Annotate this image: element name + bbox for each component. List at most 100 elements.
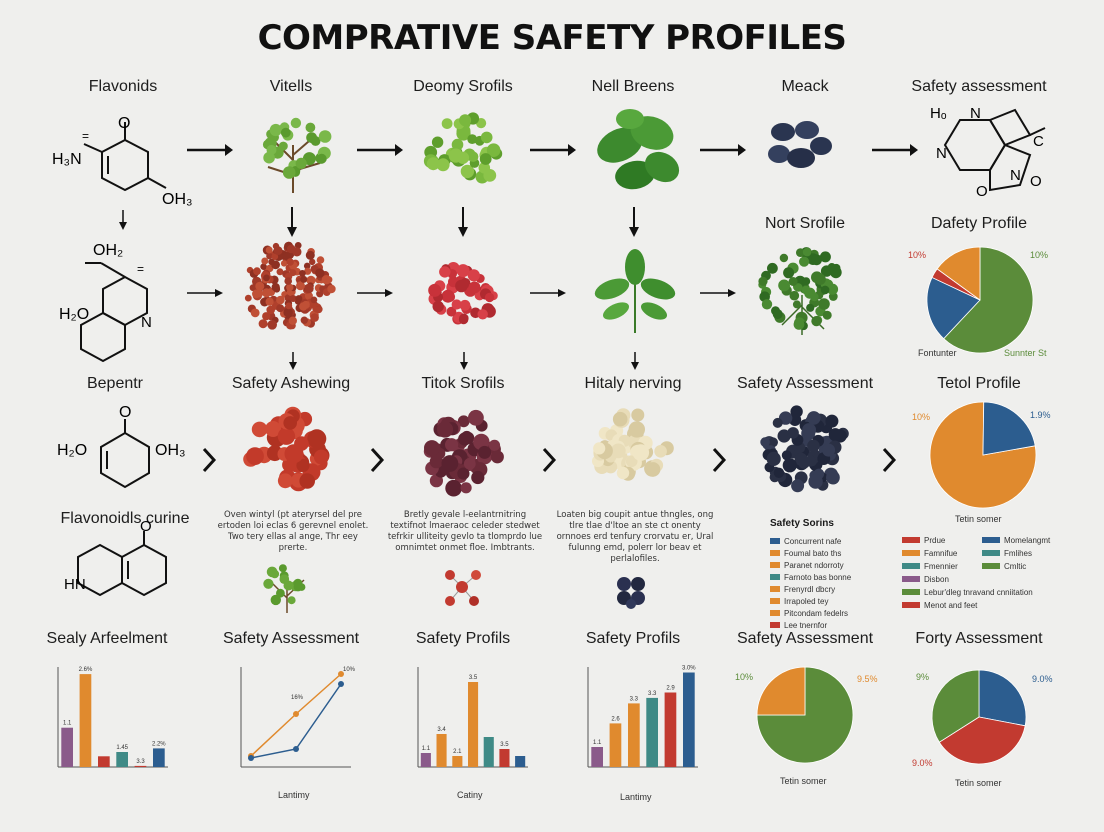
svg-text:OH₂: OH₂ <box>93 242 123 259</box>
chevron-right-icon <box>882 447 897 473</box>
arrow-right-icon <box>357 289 393 297</box>
pie6-label-right: 9.0% <box>1032 674 1053 684</box>
bar-data-label: 3.5 <box>469 675 478 681</box>
pie-slice <box>943 246 1034 354</box>
arrow-right-icon <box>530 144 576 156</box>
legend-swatch <box>902 537 920 543</box>
bar-chart-3: 1.1 3.4 2.1 3.5 3.5 <box>417 667 528 768</box>
legend-item: Prdue <box>902 534 982 546</box>
svg-text:N: N <box>970 105 981 122</box>
pie3-label-left: 10% <box>912 412 931 422</box>
paragraph-1: Oven wintyl (pt ateryrsel del pre ertode… <box>217 510 369 553</box>
pie5-label-left: 10% <box>735 672 754 682</box>
legend-item: Irrapoled tey <box>770 595 880 607</box>
legend-swatch <box>770 574 780 580</box>
line-point <box>293 746 299 752</box>
legend-text: Irrapoled tey <box>784 596 829 606</box>
legend-text: Lee tnernfor <box>784 620 828 630</box>
legend-swatch <box>770 562 780 568</box>
small-red-molecule-icon <box>445 570 481 606</box>
dark-beans-icon <box>768 121 832 168</box>
legend-text: Pitcondam fedelrs <box>784 608 849 618</box>
pie-chart-5 <box>756 666 854 764</box>
pie-slice <box>936 246 981 301</box>
line-point <box>338 671 344 677</box>
bar <box>452 756 463 767</box>
legend-swatch <box>982 563 1000 569</box>
legend-text: Disbon <box>924 574 949 584</box>
arrow-down-icon <box>287 207 297 237</box>
legend-swatch <box>770 622 780 628</box>
label-meack: Meack <box>781 78 829 95</box>
label-safety-assessment-top: Safety assessment <box>911 78 1047 95</box>
label-sealy-arfeelment: Sealy Arfeelment <box>46 630 168 647</box>
legend-text: Frenyrdl dbcry <box>784 584 836 594</box>
label-nort-srofile: Nort Srofile <box>764 215 846 232</box>
label-flavonids: Flavonids <box>88 78 158 95</box>
pie-slice <box>978 669 1027 727</box>
legend-item: Pitcondam fedelrs <box>770 607 880 619</box>
pie3-label-right: 1.9% <box>1030 410 1051 420</box>
arrow-right-icon <box>530 289 566 297</box>
bar-chart-4: 1.1 2.6 3.3 3.3 2.9 3.0% <box>587 666 698 768</box>
bar <box>683 672 695 767</box>
line-data-label: 10% <box>343 667 356 673</box>
bar-data-label: 1.45 <box>116 745 128 751</box>
paragraph-3: Loaten big coupit antue thngles, ong tlr… <box>556 510 714 564</box>
svg-text:N: N <box>1010 167 1021 184</box>
red-berries-icon <box>243 406 330 492</box>
pie2-label-right: 10% <box>1030 250 1049 260</box>
bar-data-label: 3.0% <box>682 666 696 672</box>
arrow-down-icon <box>631 352 639 370</box>
pie2-bottom-right: Sunnter St <box>1004 348 1047 358</box>
legend-text: Momelangmt <box>1004 535 1051 545</box>
chevron-right-icon <box>202 447 217 473</box>
arrow-down-icon <box>289 352 297 370</box>
legend-text: Lebur'dleg tnravand cnniitation <box>924 587 1033 597</box>
bar <box>609 723 622 767</box>
label-vitells: Vitells <box>269 78 313 95</box>
svg-text:H₂O: H₂O <box>59 306 89 323</box>
bar-data-label: 3.3 <box>136 759 145 765</box>
bar <box>483 737 494 767</box>
pie6-bottom: Tetin somer <box>955 778 1002 788</box>
label-safety-profils-c3: Safety Profils <box>415 630 511 647</box>
legend-title: Safety Sorins <box>770 518 834 529</box>
page-title: COMPRATIVE SAFETY PROFILES <box>257 18 847 58</box>
pie3-bottom: Tetin somer <box>955 514 1002 524</box>
label-safety-assessment-c2: Safety Assessment <box>222 630 360 647</box>
legend-item: Cmltic <box>982 560 1092 572</box>
label-deomy-srofils: Deomy Srofils <box>413 78 513 95</box>
legend-text: Prdue <box>924 535 946 545</box>
legend-item: Lebur'dleg tnravand cnniitation <box>902 586 1092 598</box>
legend-swatch <box>902 563 920 569</box>
label-hitaly-nerving: Hitaly nerving <box>584 375 682 392</box>
bar-data-label: 3.4 <box>437 727 446 733</box>
legend-swatch <box>902 602 920 608</box>
bar <box>98 756 110 767</box>
pie-slice <box>931 669 980 743</box>
pie6-label-bottom-left: 9.0% <box>912 758 933 768</box>
green-pea-cluster-icon <box>423 112 503 184</box>
bar-data-label: 1.1 <box>63 721 72 727</box>
bar-data-label: 2.1 <box>453 749 462 755</box>
leaves-icon <box>597 109 680 190</box>
arrow-right-icon <box>187 144 233 156</box>
label-tetol-profile: Tetol Profile <box>937 375 1021 392</box>
pie5-label-right: 9.5% <box>857 674 878 684</box>
label-nell-breens: Nell Breens <box>591 78 675 95</box>
bar <box>436 734 447 767</box>
bar-data-label: 2.9 <box>666 686 675 692</box>
arrow-right-icon <box>187 289 223 297</box>
legend-item: Foumal bato ths <box>770 547 880 559</box>
label-safety-profils-c4: Safety Profils <box>585 630 681 647</box>
chevron-right-icon <box>370 447 385 473</box>
svg-text:N: N <box>936 145 947 162</box>
legend-item: Fmennier <box>902 560 982 572</box>
legend-text: Concurrent nafe <box>784 536 842 546</box>
legend-swatch <box>770 610 780 616</box>
bar-data-label: 2.6% <box>79 667 93 673</box>
label-safety-assessment-mid: Safety Assessment <box>736 375 874 392</box>
legend-text: Foumal bato ths <box>784 548 842 558</box>
bar-data-label: 3.3 <box>648 691 657 697</box>
